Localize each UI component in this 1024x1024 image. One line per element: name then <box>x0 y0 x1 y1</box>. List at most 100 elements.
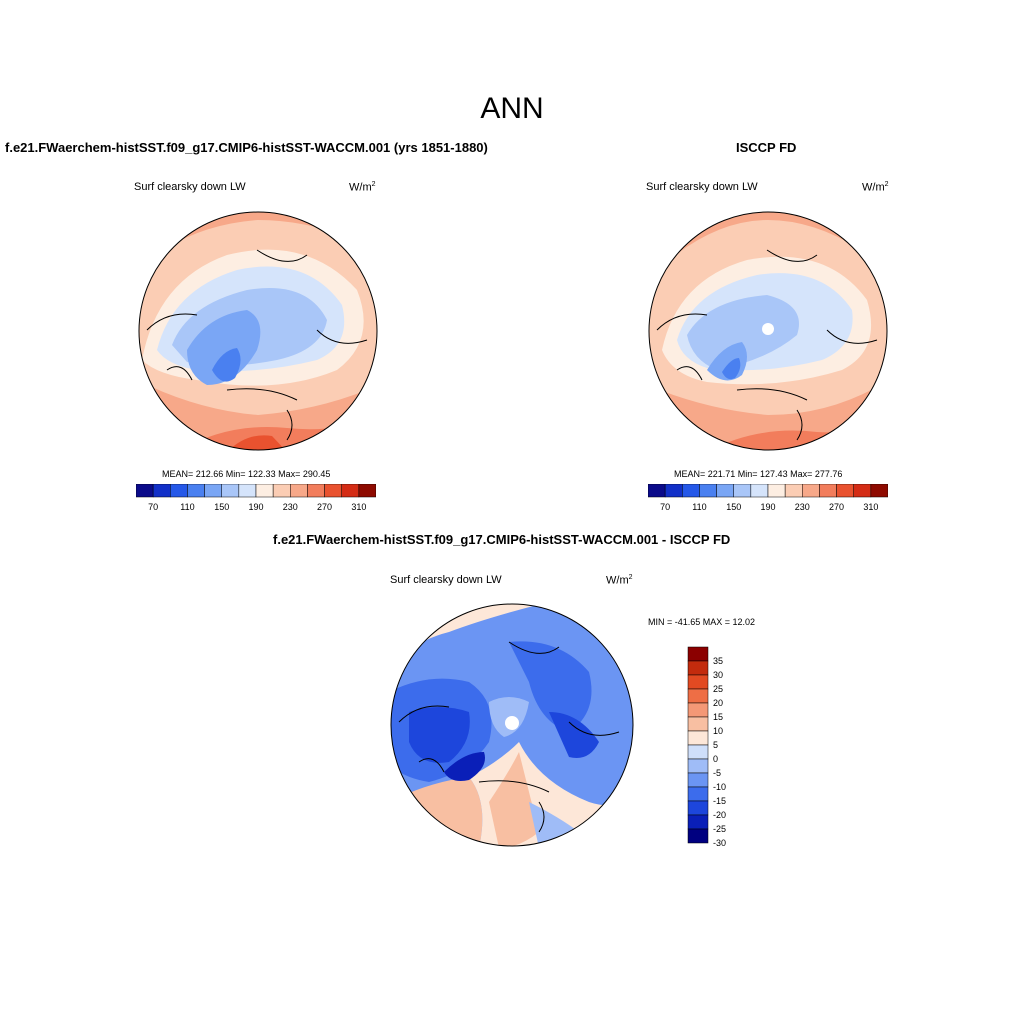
obs-cold-region <box>687 295 799 370</box>
obs-polar-map <box>648 211 888 451</box>
diff-colorbar-tick-label: -20 <box>713 810 726 820</box>
model-colorbar-swatch <box>290 484 308 498</box>
obs-colorbar-swatch <box>716 484 734 498</box>
obs-colorbar-tick-label: 110 <box>692 502 706 512</box>
diff-variable-label: Surf clearsky down LW <box>390 574 502 586</box>
model-colorbar-swatches <box>136 484 376 498</box>
obs-colorbar-swatch <box>802 484 820 498</box>
model-units-label: W/m2 <box>349 181 376 194</box>
obs-variable-label: Surf clearsky down LW <box>646 181 758 193</box>
model-colorbar-tick-label: 230 <box>283 502 298 512</box>
diff-colorbar-swatch <box>687 744 709 760</box>
obs-colorbar-swatch <box>699 484 717 498</box>
obs-coldest-region <box>722 358 741 380</box>
diff-coldest-patch <box>444 752 485 781</box>
diff-colorbar-swatches <box>687 646 709 844</box>
diff-polar-map <box>390 603 634 847</box>
obs-colorbar-swatch <box>682 484 700 498</box>
model-colder-region <box>187 310 261 385</box>
obs-colorbar-swatch <box>750 484 769 498</box>
diff-units-label: W/m2 <box>606 574 633 587</box>
model-colorbar: 70110150190230270310350 <box>136 484 376 512</box>
model-map-border <box>138 211 378 451</box>
model-polar-map <box>138 211 378 451</box>
diff-colorbar-tick-label: -30 <box>713 838 726 846</box>
diff-colorbar-tick-label: -5 <box>713 768 721 778</box>
diff-colorbar-tick-label: -10 <box>713 782 726 792</box>
diff-colorbar-swatch <box>687 772 709 788</box>
diff-colorbar-tick-label: -25 <box>713 824 726 834</box>
diff-colorbar-swatch <box>687 660 709 676</box>
obs-colorbar-swatch <box>664 484 683 498</box>
diff-panel-title: f.e21.FWaerchem-histSST.f09_g17.CMIP6-hi… <box>273 532 731 547</box>
diff-coastlines <box>398 641 620 833</box>
obs-colorbar-tick-label: 230 <box>795 502 810 512</box>
model-colorbar-swatch <box>255 484 274 498</box>
figure-title: ANN <box>480 92 544 125</box>
diff-colorbar-swatch <box>687 646 709 662</box>
diff-colorbar-swatch <box>687 702 709 718</box>
model-colorbar-swatch <box>187 484 205 498</box>
diff-colorbar-swatch <box>687 814 709 830</box>
obs-units-label: W/m2 <box>862 181 889 194</box>
diff-colorbar-tick-label: 15 <box>713 712 723 722</box>
diff-left-colder <box>409 707 470 763</box>
model-colorbar-swatch <box>170 484 188 498</box>
model-colorbar-tick-label: 310 <box>351 502 366 512</box>
obs-colorbar-swatch <box>853 484 872 498</box>
diff-colorbar-swatch <box>687 688 709 704</box>
model-colorbar-swatch <box>358 484 376 498</box>
diff-colorbar-swatch <box>687 758 709 774</box>
diff-map-border <box>390 603 634 847</box>
diff-colorbar-swatch <box>687 730 709 746</box>
diff-colorbar-tick-label: 20 <box>713 698 723 708</box>
model-colorbar-swatch <box>152 484 171 498</box>
diff-colorbar-tick-label: 30 <box>713 670 723 680</box>
model-colorbar-tick-label: 110 <box>180 502 194 512</box>
model-colorbar-swatch <box>136 484 154 498</box>
model-colorbar-swatch <box>238 484 257 498</box>
model-colorbar-tick-label: 70 <box>148 502 158 512</box>
diff-colorbar-tick-label: -15 <box>713 796 726 806</box>
diff-stats: MIN = -41.65 MAX = 12.02 <box>648 617 756 627</box>
obs-colorbar-tick-label: 270 <box>829 502 844 512</box>
diff-right-cold <box>509 641 592 732</box>
obs-colorbar-swatch <box>836 484 854 498</box>
diff-colorbar-tick-label: 0 <box>713 754 718 764</box>
obs-colorbar-tick-label: 190 <box>760 502 775 512</box>
obs-map-border <box>648 211 888 451</box>
model-variable-label: Surf clearsky down LW <box>134 181 246 193</box>
model-colorbar-ticks: 70110150190230270310350 <box>148 502 366 512</box>
diff-colorbar-tick-label: 5 <box>713 740 718 750</box>
model-colorbar-tick-label: 150 <box>214 502 229 512</box>
obs-colorbar-swatch <box>870 484 888 498</box>
diff-missing-pole <box>505 716 519 730</box>
diff-colorbar-tick-label: 35 <box>713 656 723 666</box>
obs-colorbar-swatch <box>819 484 837 498</box>
obs-colorbar-tick-label: 310 <box>863 502 878 512</box>
obs-colorbar: 70110150190230270310350 <box>648 484 888 512</box>
model-coldest-region <box>212 348 241 382</box>
diff-colorbar-swatch <box>687 716 709 732</box>
model-hot-patch <box>227 435 287 450</box>
diff-colorbar-swatch <box>687 674 709 690</box>
obs-coastlines <box>656 249 878 441</box>
obs-colorbar-swatch <box>733 484 752 498</box>
model-colorbar-swatch <box>324 484 342 498</box>
obs-colorbar-swatch <box>648 484 666 498</box>
obs-stats: MEAN= 221.71 Min= 127.43 Max= 277.76 <box>674 469 843 479</box>
diff-right-colder <box>549 712 599 758</box>
model-colorbar-tick-label: 270 <box>317 502 332 512</box>
diff-colorbar-tick-label: 10 <box>713 726 723 736</box>
model-colorbar-swatch <box>204 484 222 498</box>
diff-colorbar-swatch <box>687 786 709 802</box>
model-coastlines <box>146 249 368 441</box>
obs-colorbar-swatch <box>784 484 803 498</box>
model-panel-title: f.e21.FWaerchem-histSST.f09_g17.CMIP6-hi… <box>5 140 488 155</box>
model-colorbar-swatch <box>221 484 240 498</box>
diff-colorbar-swatch <box>687 800 709 816</box>
obs-colorbar-tick-label: 70 <box>660 502 670 512</box>
diff-bottom-warm <box>489 752 539 846</box>
